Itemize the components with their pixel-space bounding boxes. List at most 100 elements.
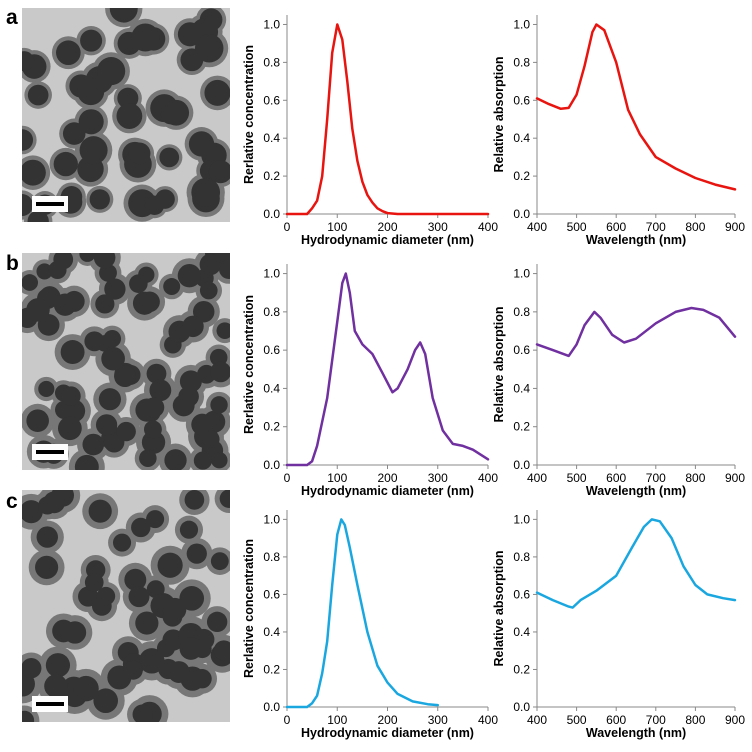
y-axis-label: Relative absorption bbox=[492, 307, 506, 423]
particle-core bbox=[22, 159, 46, 186]
particle-core bbox=[22, 274, 39, 291]
particle-core bbox=[163, 597, 187, 621]
particle-core bbox=[124, 568, 147, 591]
y-tick-label: 0.0 bbox=[263, 700, 280, 714]
x-tick-label: 600 bbox=[606, 471, 626, 485]
particle-core bbox=[188, 131, 215, 157]
y-tick-label: 0.0 bbox=[513, 207, 530, 221]
y-tick-label: 1.0 bbox=[263, 17, 280, 31]
x-tick-label: 700 bbox=[646, 713, 666, 727]
particle-core bbox=[194, 34, 224, 63]
particle-core bbox=[79, 253, 96, 262]
particle-core bbox=[177, 264, 202, 288]
y-tick-label: 0.2 bbox=[513, 662, 530, 676]
x-tick-label: 400 bbox=[478, 220, 498, 234]
particle-core bbox=[206, 611, 228, 633]
particle-core bbox=[22, 129, 34, 151]
particle-core bbox=[43, 491, 66, 514]
y-tick-label: 0.0 bbox=[513, 458, 530, 472]
particle-core bbox=[109, 8, 138, 23]
particle-core bbox=[211, 451, 228, 469]
particle-core bbox=[143, 397, 165, 418]
particle-core bbox=[93, 688, 118, 714]
particle-core bbox=[179, 637, 203, 660]
particle-core bbox=[22, 658, 42, 679]
particle-core bbox=[157, 552, 183, 578]
particle-core bbox=[149, 379, 172, 402]
particle-core bbox=[22, 500, 43, 524]
particle-core bbox=[38, 380, 55, 398]
particle-core bbox=[210, 396, 228, 414]
x-tick-label: 800 bbox=[685, 471, 705, 485]
particle-core bbox=[216, 322, 230, 339]
y-tick-label: 0.6 bbox=[513, 587, 530, 601]
y-tick-label: 0.6 bbox=[513, 93, 530, 107]
data-line bbox=[285, 518, 440, 709]
particle-core bbox=[219, 259, 230, 279]
scale-bar bbox=[36, 202, 64, 206]
particle-core bbox=[163, 278, 181, 296]
micrograph bbox=[22, 490, 230, 722]
x-axis-label: Wavelength (nm) bbox=[586, 726, 686, 740]
micrographs bbox=[22, 8, 230, 722]
particle-core bbox=[202, 430, 220, 448]
particle-core bbox=[139, 648, 165, 674]
particle-core bbox=[36, 526, 58, 548]
particle-core bbox=[53, 253, 74, 270]
x-tick-label: 300 bbox=[428, 220, 448, 234]
y-tick-label: 0.0 bbox=[263, 207, 280, 221]
particle-core bbox=[62, 122, 86, 145]
y-tick-label: 0.2 bbox=[263, 420, 280, 434]
particle-core bbox=[191, 177, 221, 207]
particle-core bbox=[22, 51, 35, 72]
x-tick-label: 600 bbox=[606, 220, 626, 234]
y-tick-label: 0.2 bbox=[263, 169, 280, 183]
particle-core bbox=[79, 136, 108, 165]
particle-core bbox=[56, 40, 81, 66]
x-tick-label: 300 bbox=[428, 713, 448, 727]
panel-label: c bbox=[6, 490, 18, 513]
particle-core bbox=[128, 142, 151, 165]
panel-label: a bbox=[6, 6, 18, 29]
particle-core bbox=[84, 331, 105, 352]
x-tick-label: 800 bbox=[685, 713, 705, 727]
x-tick-label: 400 bbox=[527, 471, 547, 485]
particle-core bbox=[193, 451, 213, 470]
x-axis-label: Wavelength (nm) bbox=[586, 484, 686, 498]
y-tick-label: 0.8 bbox=[263, 55, 280, 69]
particle-core bbox=[172, 394, 195, 417]
particle-core bbox=[179, 370, 202, 393]
particle-core bbox=[131, 517, 151, 538]
particle-core bbox=[95, 294, 115, 314]
micrograph bbox=[22, 253, 230, 470]
y-tick-label: 0.6 bbox=[513, 343, 530, 357]
particle-core bbox=[116, 103, 143, 129]
particle-core bbox=[22, 194, 33, 217]
data-line bbox=[535, 306, 737, 358]
y-axis-label: Relative absorption bbox=[492, 551, 506, 667]
x-tick-label: 900 bbox=[725, 713, 745, 727]
particle-core bbox=[159, 147, 180, 168]
x-tick-label: 400 bbox=[527, 220, 547, 234]
y-tick-label: 0.4 bbox=[263, 625, 280, 639]
particle-core bbox=[35, 555, 59, 579]
particle-core bbox=[208, 160, 230, 184]
particle-core bbox=[160, 104, 181, 125]
y-axis-label: Relative absorption bbox=[492, 57, 506, 173]
y-tick-label: 0.8 bbox=[513, 55, 530, 69]
particle-core bbox=[116, 421, 136, 442]
particle-core bbox=[101, 346, 125, 371]
x-tick-label: 900 bbox=[725, 220, 745, 234]
y-tick-label: 1.0 bbox=[513, 512, 530, 526]
y-tick-label: 0.4 bbox=[263, 131, 280, 145]
particle-core bbox=[192, 669, 212, 689]
particle-core bbox=[167, 661, 190, 684]
y-tick-label: 0.4 bbox=[513, 381, 530, 395]
particle-core bbox=[219, 490, 230, 508]
x-tick-label: 200 bbox=[377, 713, 397, 727]
y-axis-label: Rerlative concentration bbox=[242, 45, 256, 184]
x-tick-label: 0 bbox=[284, 220, 291, 234]
particle-core bbox=[78, 109, 104, 135]
y-tick-label: 1.0 bbox=[263, 267, 280, 281]
y-tick-label: 1.0 bbox=[513, 267, 530, 281]
